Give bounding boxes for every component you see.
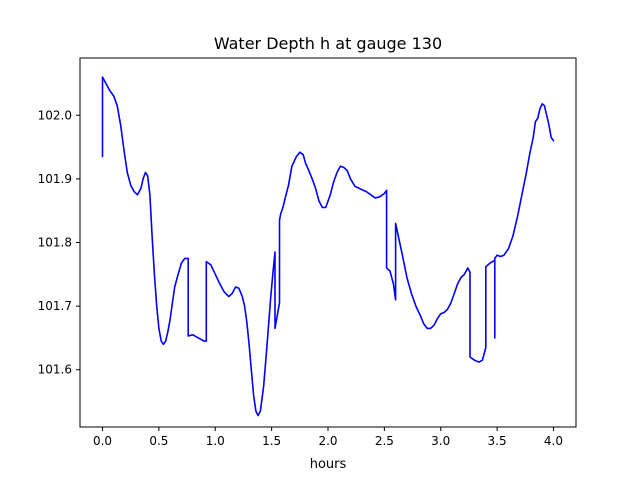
y-tick-label: 101.8: [38, 236, 72, 250]
x-tick-label: 2.5: [375, 434, 394, 448]
series-layer: [101, 76, 555, 417]
y-tick-label: 101.6: [38, 363, 72, 377]
x-tick-label: 4.0: [544, 434, 563, 448]
x-axis-ticks: 0.0 0.5 1.0 1.5 2.0 2.5 3.0 3.5 4.0: [93, 427, 563, 448]
x-tick-label: 3.5: [488, 434, 507, 448]
chart-title: Water Depth h at gauge 130: [214, 34, 442, 53]
y-tick-label: 101.7: [38, 299, 72, 313]
x-tick-label: 3.0: [431, 434, 450, 448]
x-tick-label: 1.0: [206, 434, 225, 448]
y-axis-ticks: 101.6 101.7 101.8 101.9 102.0: [38, 108, 80, 377]
x-axis-label: hours: [310, 457, 347, 472]
y-tick-label: 101.9: [38, 172, 72, 186]
x-tick-label: 0.0: [93, 434, 112, 448]
plot-area: [80, 58, 576, 427]
series-line-0: [101, 76, 555, 417]
x-tick-label: 2.0: [318, 434, 337, 448]
x-tick-label: 1.5: [262, 434, 281, 448]
y-tick-label: 102.0: [38, 108, 72, 122]
x-tick-label: 0.5: [149, 434, 168, 448]
